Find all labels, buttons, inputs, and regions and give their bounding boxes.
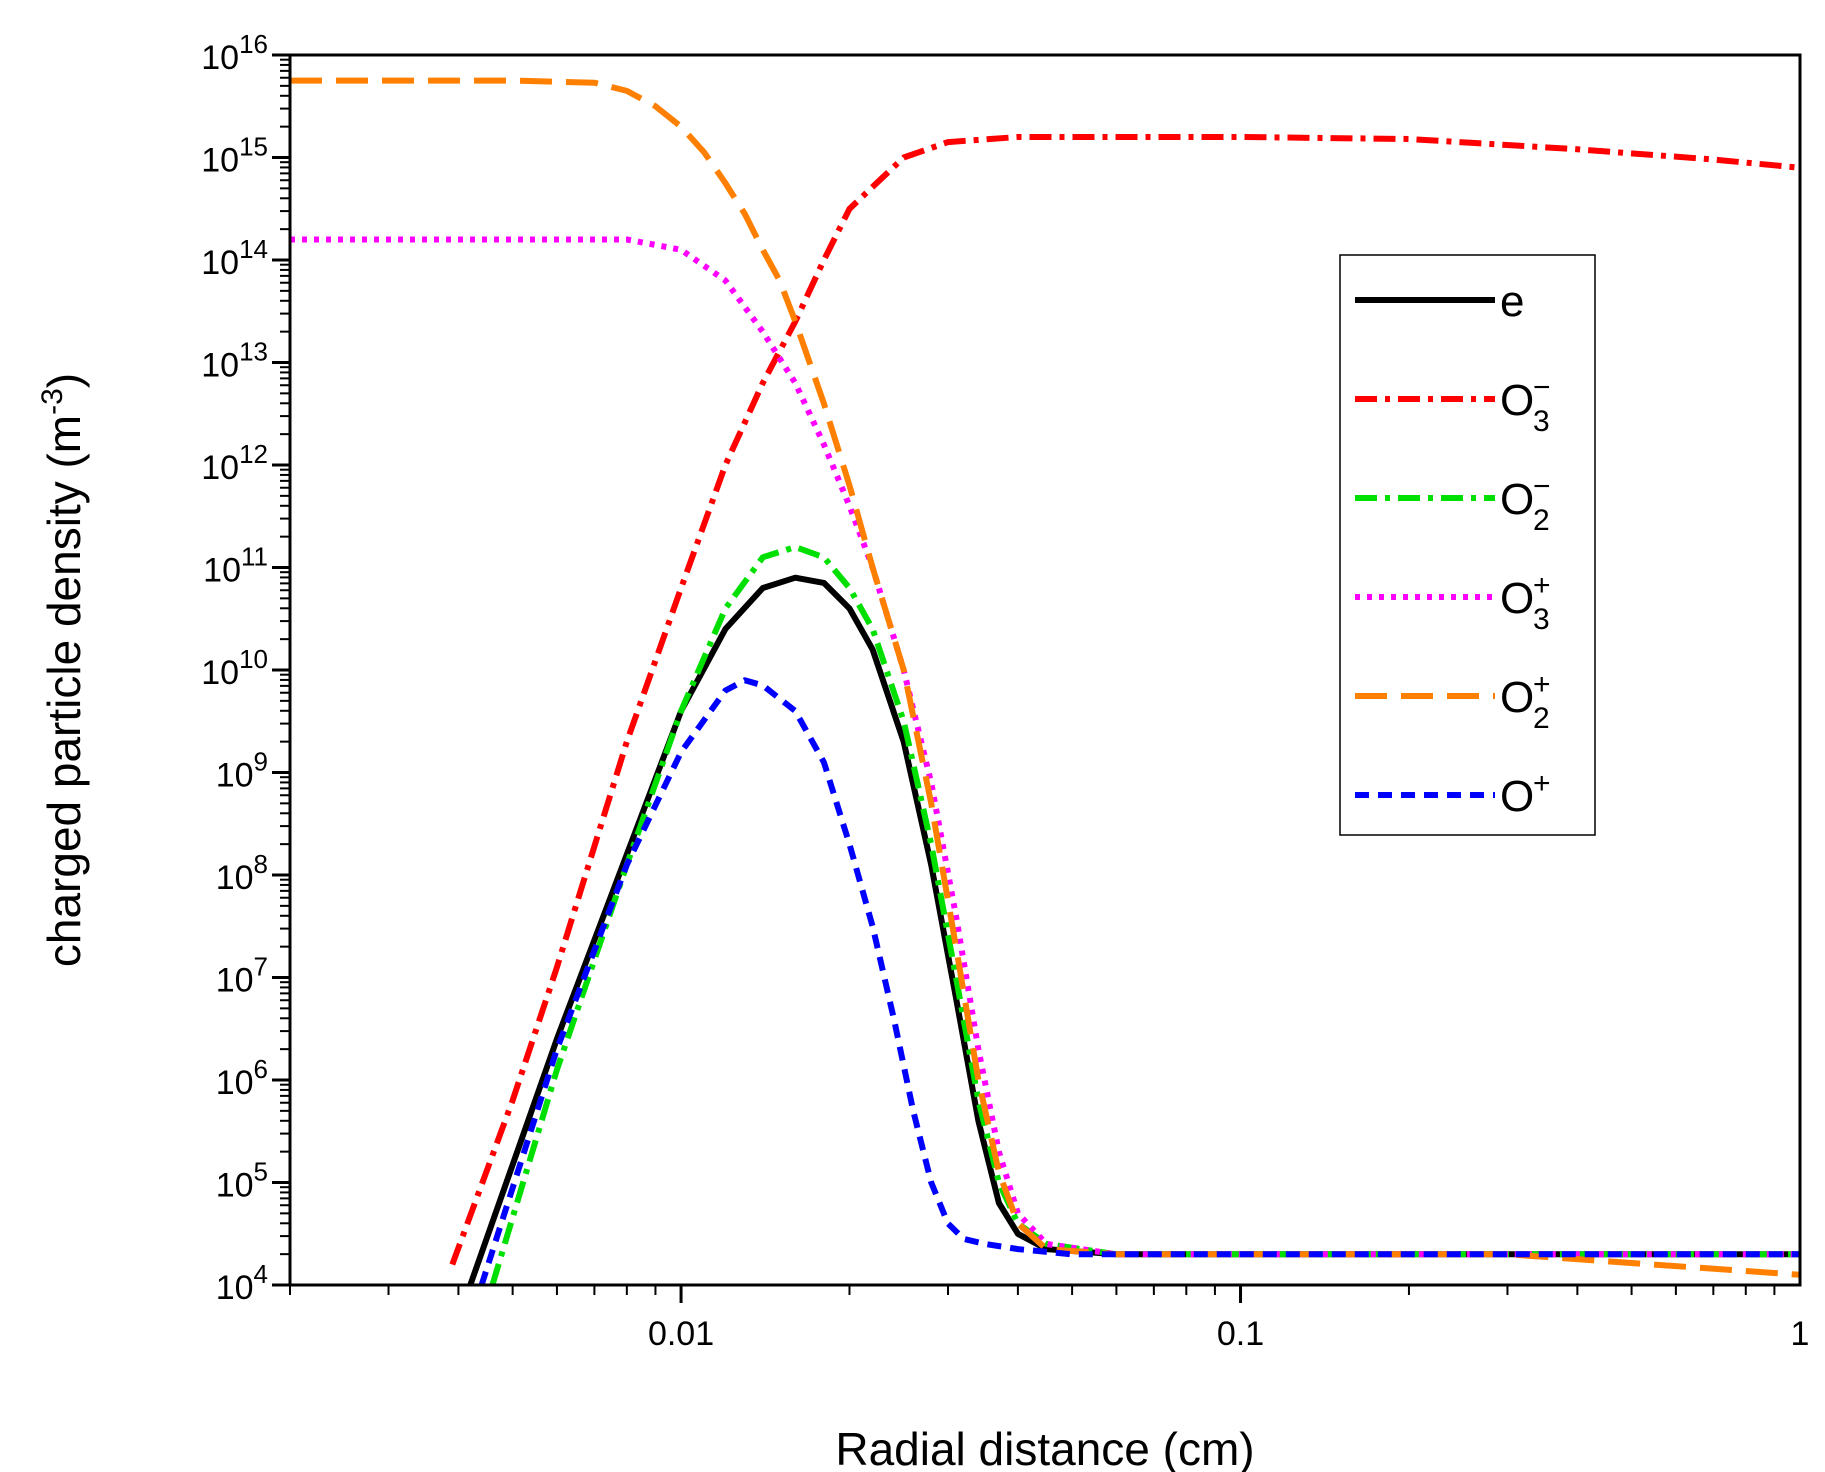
y-tick-exponent: 7 [254, 952, 268, 982]
legend-label-sup: + [1533, 569, 1551, 602]
y-tick-base: 10 [203, 552, 241, 590]
y-tick-base: 10 [201, 347, 239, 385]
legend: eO− 3O− 2O+ 3O+ 2O+ [1339, 254, 1596, 836]
y-tick-exponent: 11 [241, 542, 268, 572]
legend-label-base: O [1500, 376, 1534, 425]
y-tick-exponent: 16 [239, 29, 268, 59]
y-tick-label: 1012 [201, 439, 268, 487]
y-tick-label: 107 [216, 952, 268, 1000]
y-tick-label: 1016 [201, 29, 268, 77]
y-tick-exponent: 15 [239, 132, 268, 162]
y-tick-label: 109 [216, 747, 268, 795]
y-tick-exponent: 14 [239, 234, 268, 264]
y-tick-label: 1011 [203, 542, 268, 590]
y-axis: 1041051061071081091010101110121013101410… [201, 29, 290, 1307]
y-tick-base: 10 [216, 859, 254, 897]
series-line-O3- [449, 134, 1800, 1266]
series-line-O+ [478, 677, 1800, 1285]
y-tick-label: 1015 [201, 132, 268, 180]
legend-label-e: e [1500, 277, 1524, 326]
y-tick-exponent: 6 [254, 1054, 268, 1084]
x-tick-label: 1 [1791, 1315, 1810, 1353]
y-tick-base: 10 [201, 449, 239, 487]
y-tick-label: 108 [216, 849, 268, 897]
y-tick-base: 10 [216, 962, 254, 1000]
x-tick-label: 0.1 [1217, 1315, 1264, 1353]
y-tick-exponent: 4 [254, 1259, 268, 1289]
legend-label-sup: − [1533, 470, 1551, 503]
y-tick-label: 105 [216, 1157, 268, 1205]
y-axis-title-base: charged particle density (m [38, 415, 90, 967]
legend-label-sub: 2 [1533, 702, 1550, 735]
series-line-O2+ [290, 77, 1800, 1278]
y-axis-title-exp: -3 [36, 388, 69, 415]
y-tick-label: 1014 [201, 234, 268, 282]
y-tick-base: 10 [216, 757, 254, 795]
y-tick-label: 1010 [201, 644, 268, 692]
legend-label-base: O [1500, 772, 1534, 821]
y-axis-title-close: ) [38, 373, 90, 388]
y-tick-exponent: 12 [239, 439, 268, 469]
y-tick-base: 10 [201, 244, 239, 282]
legend-label-sup: − [1533, 371, 1551, 404]
y-tick-base: 10 [216, 1167, 254, 1205]
legend-box [1339, 254, 1596, 836]
y-axis-title: charged particle density (m-3) [36, 373, 90, 967]
y-tick-label: 1013 [201, 337, 268, 385]
y-tick-label: 104 [216, 1259, 268, 1307]
y-tick-base: 10 [201, 39, 239, 77]
legend-label-sub: 3 [1533, 603, 1550, 636]
y-tick-exponent: 10 [239, 644, 268, 674]
series-line-e [467, 574, 1800, 1285]
legend-label-O3+: O+ 3 [1500, 569, 1551, 636]
y-tick-exponent: 13 [239, 337, 268, 367]
legend-label-sub: 3 [1533, 405, 1550, 438]
y-tick-exponent: 9 [254, 747, 268, 777]
legend-label-O2-: O− 2 [1500, 470, 1551, 537]
y-tick-base: 10 [216, 1064, 254, 1102]
y-tick-label: 106 [216, 1054, 268, 1102]
legend-label-sup: + [1533, 668, 1551, 701]
x-axis: 0.01 0.1 1 [289, 1285, 1810, 1353]
legend-label-O2+: O+ 2 [1500, 668, 1551, 735]
legend-label-sup: + [1533, 767, 1551, 800]
y-tick-base: 10 [201, 142, 239, 180]
y-tick-base: 10 [201, 654, 239, 692]
legend-label-base: O [1500, 673, 1534, 722]
legend-label-base: e [1500, 277, 1524, 326]
y-tick-exponent: 5 [254, 1157, 268, 1187]
y-tick-base: 10 [216, 1269, 254, 1307]
legend-label-base: O [1500, 574, 1534, 623]
series-line-O2- [489, 544, 1800, 1285]
x-tick-label: 0.01 [648, 1315, 714, 1353]
legend-label-O+: O+ [1500, 767, 1551, 821]
legend-label-sub: 2 [1533, 504, 1550, 537]
legend-label-O3-: O− 3 [1500, 371, 1551, 438]
y-tick-exponent: 8 [254, 849, 268, 879]
series-layer [290, 77, 1800, 1285]
legend-label-base: O [1500, 475, 1534, 524]
x-axis-title: Radial distance (cm) [835, 1423, 1254, 1472]
